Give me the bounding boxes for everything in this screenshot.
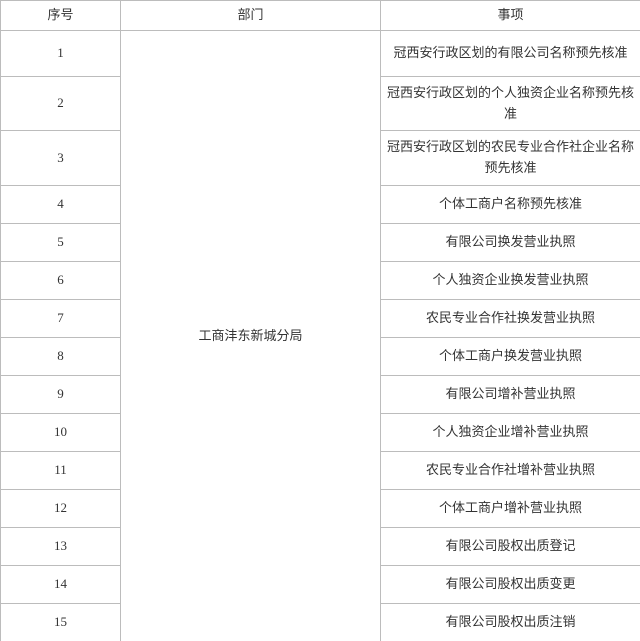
cell-seq: 15 — [1, 603, 121, 641]
cell-item: 有限公司换发营业执照 — [381, 223, 640, 261]
matters-table: 序号 部门 事项 1 工商沣东新城分局 冠西安行政区划的有限公司名称预先核准 2… — [0, 0, 640, 641]
cell-seq: 12 — [1, 489, 121, 527]
cell-item: 冠西安行政区划的有限公司名称预先核准 — [381, 30, 640, 76]
cell-seq: 10 — [1, 413, 121, 451]
cell-seq: 5 — [1, 223, 121, 261]
cell-dept: 工商沣东新城分局 — [121, 30, 381, 641]
cell-item: 有限公司股权出质变更 — [381, 565, 640, 603]
col-header-seq: 序号 — [1, 1, 121, 31]
cell-item: 有限公司增补营业执照 — [381, 375, 640, 413]
cell-item: 个人独资企业换发营业执照 — [381, 261, 640, 299]
cell-item: 个体工商户增补营业执照 — [381, 489, 640, 527]
cell-item: 农民专业合作社换发营业执照 — [381, 299, 640, 337]
cell-seq: 11 — [1, 451, 121, 489]
cell-seq: 6 — [1, 261, 121, 299]
cell-seq: 7 — [1, 299, 121, 337]
cell-seq: 13 — [1, 527, 121, 565]
cell-seq: 3 — [1, 131, 121, 186]
cell-item: 个体工商户名称预先核准 — [381, 185, 640, 223]
table-header-row: 序号 部门 事项 — [1, 1, 640, 31]
col-header-item: 事项 — [381, 1, 640, 31]
cell-seq: 9 — [1, 375, 121, 413]
cell-item: 有限公司股权出质注销 — [381, 603, 640, 641]
cell-seq: 1 — [1, 30, 121, 76]
cell-seq: 14 — [1, 565, 121, 603]
cell-item: 农民专业合作社增补营业执照 — [381, 451, 640, 489]
cell-item: 冠西安行政区划的农民专业合作社企业名称预先核准 — [381, 131, 640, 186]
cell-seq: 8 — [1, 337, 121, 375]
cell-item: 有限公司股权出质登记 — [381, 527, 640, 565]
table-row: 1 工商沣东新城分局 冠西安行政区划的有限公司名称预先核准 — [1, 30, 640, 76]
col-header-dept: 部门 — [121, 1, 381, 31]
cell-item: 个人独资企业增补营业执照 — [381, 413, 640, 451]
cell-seq: 2 — [1, 76, 121, 131]
cell-item: 个体工商户换发营业执照 — [381, 337, 640, 375]
cell-seq: 4 — [1, 185, 121, 223]
cell-item: 冠西安行政区划的个人独资企业名称预先核准 — [381, 76, 640, 131]
